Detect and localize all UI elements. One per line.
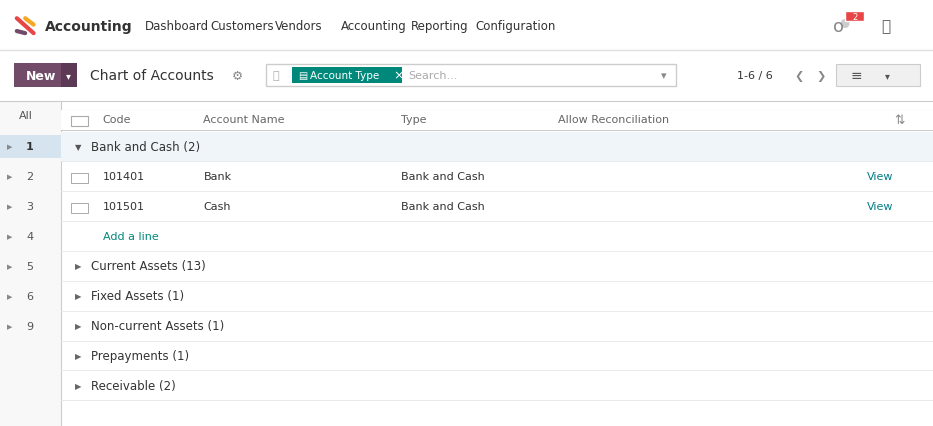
Text: ⇅: ⇅: [894, 114, 904, 127]
Text: Account Name: Account Name: [203, 115, 285, 125]
Text: Bank and Cash (2): Bank and Cash (2): [91, 141, 201, 153]
Text: ▶: ▶: [7, 144, 13, 150]
Text: ▶: ▶: [7, 293, 13, 299]
Bar: [0, 51, 933, 102]
Text: ❮: ❮: [795, 70, 804, 81]
Bar: [71, 203, 88, 213]
Text: ❯: ❯: [816, 70, 826, 81]
Text: ▾: ▾: [65, 71, 71, 81]
Bar: [14, 64, 61, 88]
Text: ▶: ▶: [75, 291, 81, 301]
Text: Current Assets (13): Current Assets (13): [91, 260, 206, 273]
Text: 6: 6: [26, 291, 34, 301]
Text: Non-current Assets (1): Non-current Assets (1): [91, 320, 225, 332]
Bar: [61, 64, 77, 88]
Bar: [836, 65, 920, 86]
Bar: [61, 110, 933, 131]
Text: Accounting: Accounting: [45, 20, 132, 34]
Text: Customers: Customers: [210, 20, 273, 33]
Text: o: o: [833, 18, 844, 36]
Text: Fixed Assets (1): Fixed Assets (1): [91, 290, 185, 302]
Text: 9: 9: [26, 321, 34, 331]
Text: ▼: ▼: [75, 142, 81, 152]
Text: Reporting: Reporting: [411, 20, 468, 33]
Text: 101501: 101501: [103, 201, 145, 212]
Text: ≡: ≡: [851, 69, 862, 83]
Bar: [61, 133, 933, 162]
Text: ▶: ▶: [7, 263, 13, 269]
Text: Dashboard: Dashboard: [145, 20, 209, 33]
Bar: [266, 65, 676, 86]
Text: Type: Type: [401, 115, 426, 125]
Text: View: View: [868, 172, 894, 182]
Text: Allow Reconciliation: Allow Reconciliation: [558, 115, 669, 125]
Text: ▶: ▶: [75, 381, 81, 390]
Text: 4: 4: [26, 231, 34, 242]
Text: ▶: ▶: [75, 321, 81, 331]
Text: ▶: ▶: [7, 323, 13, 329]
Text: Prepayments (1): Prepayments (1): [91, 349, 189, 362]
Bar: [71, 173, 88, 184]
Text: 101401: 101401: [103, 172, 145, 182]
Text: Bank and Cash: Bank and Cash: [401, 201, 485, 212]
Text: ⧖: ⧖: [882, 19, 891, 35]
Text: Bank and Cash: Bank and Cash: [401, 172, 485, 182]
Text: 5: 5: [26, 261, 34, 271]
Text: Code: Code: [103, 115, 132, 125]
Text: 1: 1: [26, 142, 34, 152]
Text: Search...: Search...: [409, 71, 458, 81]
Bar: [0, 135, 61, 159]
Text: ▤: ▤: [299, 71, 308, 81]
Text: 2: 2: [26, 172, 34, 182]
Text: Chart of Accounts: Chart of Accounts: [90, 69, 214, 83]
Text: ⚙: ⚙: [231, 69, 243, 82]
Text: ▶: ▶: [7, 174, 13, 180]
Bar: [292, 68, 402, 84]
Text: 2: 2: [852, 12, 857, 22]
Text: 1-6 / 6: 1-6 / 6: [737, 71, 773, 81]
Text: Configuration: Configuration: [476, 20, 556, 33]
Text: ▾: ▾: [661, 71, 666, 81]
Bar: [0, 102, 933, 426]
Text: All: All: [19, 111, 33, 121]
Text: Accounting: Accounting: [341, 20, 406, 33]
Text: ▶: ▶: [75, 351, 81, 360]
Text: ▶: ▶: [7, 233, 13, 239]
Text: New: New: [26, 69, 57, 82]
Text: Cash: Cash: [203, 201, 230, 212]
Bar: [0, 102, 61, 426]
Text: Account Type: Account Type: [310, 71, 379, 81]
Text: Bank: Bank: [203, 172, 231, 182]
Text: Add a line: Add a line: [103, 231, 159, 242]
Text: ▶: ▶: [75, 262, 81, 271]
Text: •: •: [835, 12, 853, 41]
Text: ▾: ▾: [884, 71, 889, 81]
Text: View: View: [868, 201, 894, 212]
Text: 🔍: 🔍: [272, 71, 279, 81]
Bar: [71, 116, 88, 127]
Text: Vendors: Vendors: [275, 20, 323, 33]
Text: Receivable (2): Receivable (2): [91, 379, 176, 392]
Text: ▶: ▶: [7, 204, 13, 210]
Bar: [845, 12, 864, 22]
Text: ×: ×: [394, 69, 404, 82]
Text: 3: 3: [26, 201, 34, 212]
Bar: [0, 0, 933, 51]
